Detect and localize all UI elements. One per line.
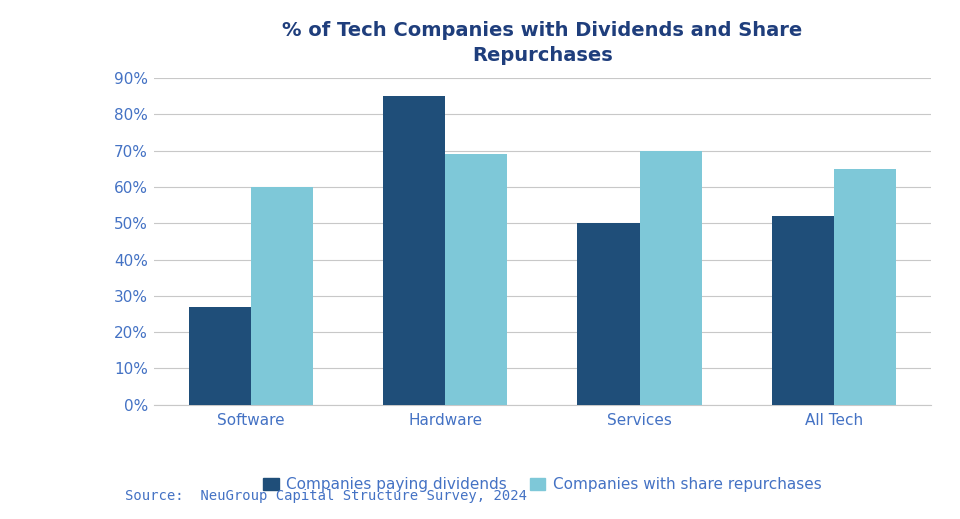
Text: Source:  NeuGroup Capital Structure Survey, 2024: Source: NeuGroup Capital Structure Surve… (125, 489, 527, 503)
Bar (833, 169, 896, 405)
Bar (383, 96, 445, 405)
Bar (577, 223, 639, 405)
Bar (639, 151, 702, 405)
Bar (772, 216, 833, 405)
Title: % of Tech Companies with Dividends and Share
Repurchases: % of Tech Companies with Dividends and S… (282, 21, 803, 65)
Legend: Companies paying dividends, Companies with share repurchases: Companies paying dividends, Companies wi… (257, 471, 828, 499)
Bar (252, 187, 313, 405)
Bar (445, 154, 508, 405)
Bar (189, 307, 252, 405)
